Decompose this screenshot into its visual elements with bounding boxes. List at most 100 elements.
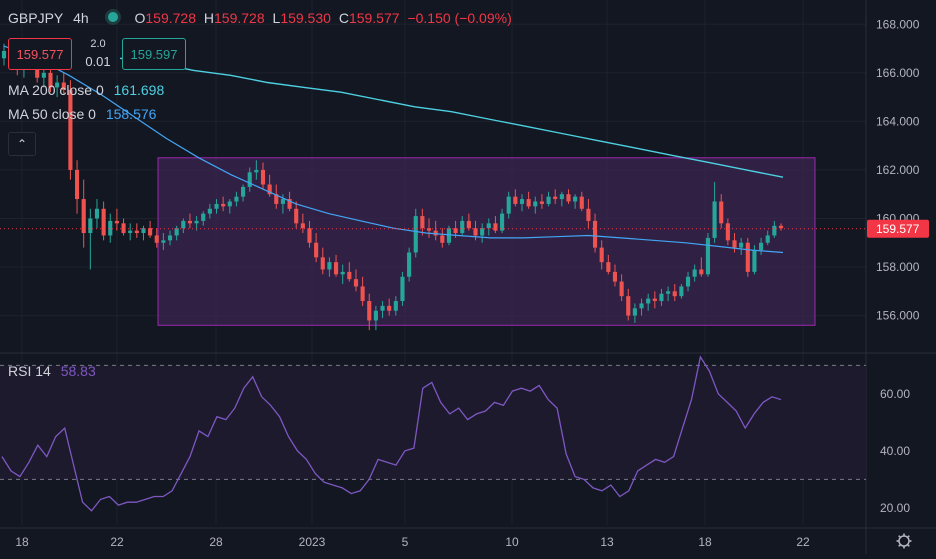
candle-body (646, 298, 651, 304)
sell-button[interactable]: 159.577 (8, 38, 72, 70)
lot-size-value: 0.01 (85, 54, 111, 69)
candle-body (745, 242, 750, 272)
candle-body (500, 213, 505, 231)
ma200-line (119, 57, 784, 178)
candle-body (559, 194, 564, 200)
candle-body (493, 223, 498, 231)
high-value: 159.728 (214, 10, 265, 26)
candle-body (300, 223, 305, 229)
candle-body (446, 228, 452, 243)
candle-body (327, 262, 332, 270)
time-axis-tick: 22 (110, 535, 124, 549)
candle-body (573, 196, 578, 202)
high-label: H (203, 10, 215, 26)
timeframe[interactable]: 4h (73, 10, 89, 26)
symbol-name[interactable]: GBPJPY (8, 10, 64, 26)
candle-body (247, 172, 252, 187)
candle-body (705, 237, 711, 275)
close-label: C (338, 10, 349, 26)
gear-icon (898, 535, 910, 547)
candle-body (101, 208, 106, 236)
change-value: −0.150 (−0.09%) (407, 10, 512, 26)
candle-body (592, 220, 598, 248)
price-axis-tick: 156.000 (876, 309, 920, 323)
market-status-icon (104, 9, 121, 25)
buy-button[interactable]: 159.597 (122, 38, 186, 70)
range-box (157, 157, 816, 326)
candle-body (685, 276, 691, 287)
candle-body (719, 201, 724, 224)
candle-body (294, 208, 299, 224)
rsi-axis-tick: 60.00 (880, 387, 910, 401)
candle-body (519, 199, 525, 204)
candle-body (752, 250, 757, 272)
candle-body (1, 50, 7, 59)
symbol-legend: GBPJPY 4h O159.728 H159.728 L159.530 C15… (8, 9, 516, 26)
candle-body (699, 269, 704, 275)
candle-body (553, 196, 558, 200)
candle-body (174, 228, 179, 236)
candle-body (134, 230, 139, 234)
ma50-line (3, 45, 784, 254)
rsi-axis-tick: 40.00 (880, 444, 910, 458)
time-axis-tick: 28 (209, 535, 223, 549)
candle-body (114, 220, 119, 224)
candle-body (632, 308, 637, 316)
candle-body (94, 208, 100, 219)
candle-body (526, 199, 531, 207)
candle-body (772, 225, 777, 236)
candle-body (387, 305, 392, 311)
candle-body (473, 228, 478, 236)
candle-body (128, 230, 133, 234)
candle-body (194, 220, 199, 224)
candle-body (440, 235, 445, 243)
rsi-band (0, 365, 866, 480)
ma50-legend[interactable]: MA 50 close 0 158.576 (8, 106, 156, 122)
time-axis-tick: 22 (796, 535, 810, 549)
time-axis-tick: 18 (15, 535, 29, 549)
candle-body (612, 271, 618, 282)
rsi-legend[interactable]: RSI 14 58.83 (8, 363, 96, 379)
candle-body (207, 208, 212, 214)
candle-body (732, 240, 737, 248)
candle-body (407, 252, 412, 277)
candle-body (227, 201, 232, 207)
price-axis-tick: 164.000 (876, 114, 920, 128)
candle-body (533, 201, 538, 207)
candle-body (566, 194, 571, 202)
candle-body (181, 220, 186, 229)
candle-body (48, 72, 53, 88)
candle-body (639, 303, 644, 309)
candle-body (280, 199, 285, 204)
candle-body (692, 269, 697, 277)
low-value: 159.530 (280, 10, 331, 26)
time-axis-tick: 18 (698, 535, 712, 549)
ma200-legend[interactable]: MA 200 close 0 161.698 (8, 82, 164, 98)
candle-body (241, 186, 246, 197)
collapse-legend-button[interactable]: ⌃ (8, 132, 36, 156)
candle-body (121, 223, 126, 234)
candle-body (759, 242, 764, 251)
candle-body (599, 247, 604, 263)
rsi-value: 58.83 (60, 363, 96, 379)
rsi-line (1, 355, 782, 512)
ma200-name: MA 200 close 0 (8, 82, 104, 98)
candle-body (333, 262, 339, 275)
candle-body (314, 242, 319, 258)
close-value: 159.577 (348, 10, 400, 26)
time-axis-tick: 13 (600, 535, 614, 549)
candle-body (380, 305, 385, 311)
gear-icon-tooth (898, 535, 902, 539)
candle-body (373, 310, 378, 321)
ma50-name: MA 50 close 0 (8, 106, 96, 122)
candle-body (506, 196, 511, 214)
candle-body (672, 291, 677, 297)
current-price-label: 159.577 (876, 222, 920, 236)
candle-body (778, 225, 784, 229)
candle-body (626, 296, 631, 316)
candle-body (579, 196, 584, 209)
lot-size-box[interactable]: 2.0 0.01 (80, 35, 116, 71)
rsi-axis-tick: 20.00 (880, 501, 910, 515)
candle-body (267, 184, 272, 195)
